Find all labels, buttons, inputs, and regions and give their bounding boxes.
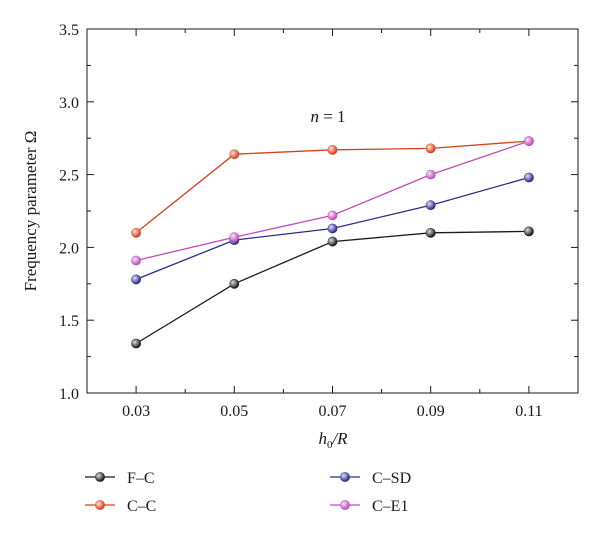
annotation-variable: n — [310, 107, 319, 126]
data-point — [229, 232, 240, 243]
data-point — [425, 227, 436, 238]
data-point-highlight — [426, 143, 436, 153]
series-4 — [131, 136, 534, 266]
x-tick-label: 0.09 — [417, 403, 445, 420]
data-point — [327, 223, 338, 234]
data-point — [524, 136, 534, 147]
data-point-highlight — [131, 228, 141, 238]
legend: F–C C–C C–SD C–E1 — [85, 470, 411, 515]
annotation-n: n = 1 — [310, 107, 345, 126]
data-point-highlight — [328, 210, 337, 220]
x-axis-label-rest: /R — [331, 429, 348, 448]
data-point-highlight — [229, 279, 239, 289]
data-point-highlight — [229, 149, 239, 159]
series-line — [135, 230, 529, 345]
data-point-highlight — [328, 237, 337, 247]
annotation-value: = 1 — [319, 107, 346, 126]
data-point — [327, 236, 338, 247]
legend-label: C–E1 — [372, 498, 408, 515]
data-point-highlight — [524, 173, 534, 183]
data-point-highlight — [426, 200, 436, 210]
series-3 — [131, 172, 534, 285]
legend-marker — [340, 500, 350, 510]
legend-marker — [95, 472, 105, 482]
y-tick-label: 3.5 — [59, 22, 79, 39]
y-tick-label: 1.5 — [59, 313, 79, 330]
data-point — [131, 274, 142, 285]
data-point-highlight — [328, 145, 337, 155]
data-point-highlight — [131, 256, 141, 266]
data-point-highlight — [229, 232, 239, 242]
legend-item: C–E1 — [330, 498, 408, 515]
data-point — [425, 143, 436, 154]
legend-marker — [340, 472, 350, 482]
legend-marker-highlight — [340, 500, 350, 510]
x-axis-label: h0/R — [318, 429, 348, 451]
data-point — [524, 172, 534, 183]
x-tick-label: 0.05 — [220, 403, 248, 420]
x-axis: 0.03 0.05 0.07 0.09 0.11 — [122, 29, 543, 420]
legend-marker-highlight — [95, 472, 105, 482]
legend-marker — [95, 500, 105, 510]
legend-label: F–C — [127, 470, 155, 487]
series-2 — [131, 136, 534, 238]
series-1 — [131, 226, 534, 349]
x-tick-label: 0.07 — [319, 403, 347, 420]
legend-marker-highlight — [340, 472, 350, 482]
legend-label: C–SD — [372, 470, 411, 487]
data-point-highlight — [131, 338, 141, 348]
data-point — [425, 200, 436, 211]
data-point-highlight — [426, 228, 436, 238]
series-layer — [131, 136, 534, 349]
data-point — [425, 169, 436, 180]
x-tick-label: 0.03 — [122, 403, 150, 420]
y-axis-label: Frequency parameter Ω — [21, 131, 40, 292]
x-tick-label: 0.11 — [515, 403, 542, 420]
legend-item: F–C — [85, 470, 155, 487]
legend-item: C–C — [85, 498, 156, 515]
data-point — [131, 255, 142, 266]
data-point-highlight — [328, 223, 337, 233]
data-point — [131, 227, 142, 238]
y-tick-label: 3.0 — [59, 95, 79, 112]
y-tick-label: 1.0 — [59, 386, 79, 403]
data-point — [229, 149, 240, 160]
x-axis-label-main: h — [318, 429, 327, 448]
data-point-highlight — [426, 170, 436, 180]
y-tick-label: 2.0 — [59, 240, 79, 257]
legend-item: C–SD — [330, 470, 411, 487]
data-point — [327, 144, 338, 155]
data-point-highlight — [524, 226, 534, 236]
legend-label: C–C — [127, 498, 156, 515]
data-point — [327, 210, 338, 221]
data-point — [229, 278, 240, 289]
data-point — [131, 338, 142, 349]
legend-marker-highlight — [95, 500, 105, 510]
y-axis: 1.0 1.5 2.0 2.5 3.0 3.5 — [59, 22, 578, 403]
x-axis-label-subscript: 0 — [327, 439, 333, 451]
y-tick-label: 2.5 — [59, 168, 79, 185]
data-point — [524, 226, 534, 237]
data-point-highlight — [524, 136, 534, 146]
data-point-highlight — [131, 274, 141, 284]
